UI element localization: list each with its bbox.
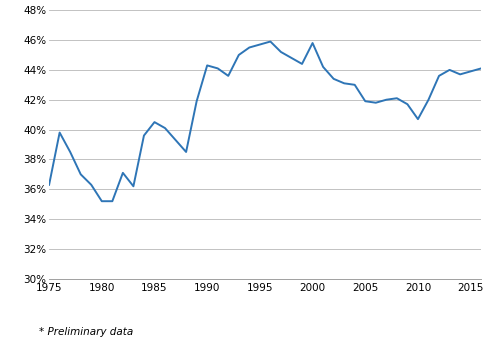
Text: * Preliminary data: * Preliminary data <box>39 327 134 337</box>
